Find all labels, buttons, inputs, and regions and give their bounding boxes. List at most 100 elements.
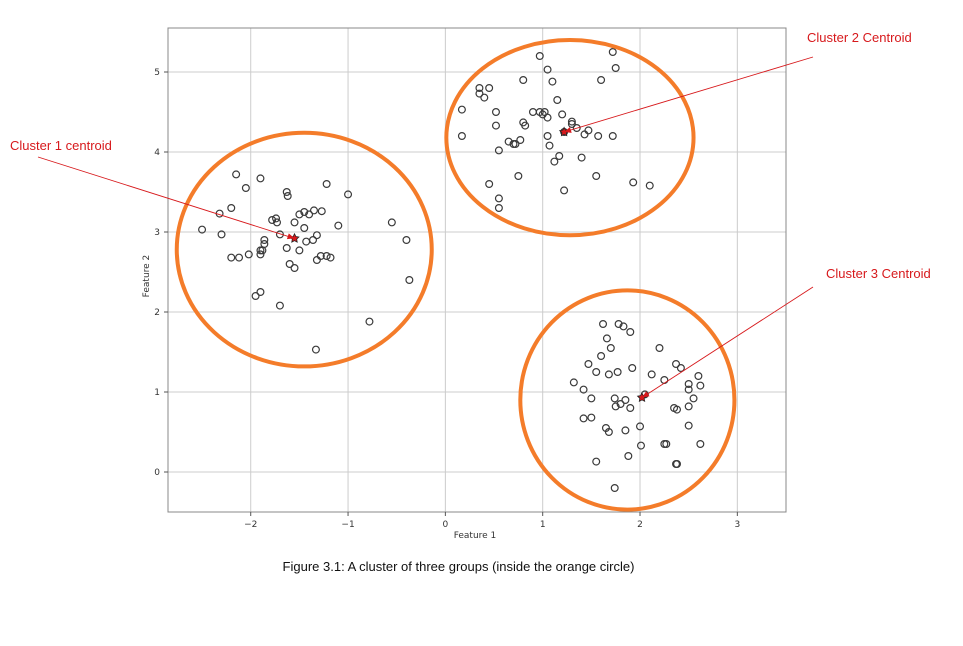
- data-point-cluster-2: [494, 146, 503, 155]
- y-tick-label: 1: [154, 388, 160, 398]
- data-point-cluster-1: [295, 246, 304, 255]
- data-point-cluster-2: [475, 89, 484, 98]
- cluster-circles: [174, 38, 737, 512]
- data-point-cluster-1: [311, 345, 320, 354]
- data-point-cluster-2: [491, 107, 500, 116]
- data-point-cluster-3: [660, 440, 669, 449]
- data-point-cluster-2: [494, 204, 503, 213]
- cluster-3-circle: [518, 288, 737, 512]
- data-point-cluster-2: [485, 180, 494, 189]
- data-point-cluster-1: [217, 230, 226, 239]
- data-point-cluster-2: [611, 63, 620, 72]
- data-point-cluster-1: [302, 237, 311, 246]
- data-point-cluster-1: [232, 170, 241, 179]
- data-point-cluster-1: [387, 218, 396, 227]
- data-point-cluster-1: [282, 244, 291, 253]
- data-point-cluster-2: [545, 141, 554, 150]
- data-point-cluster-2: [592, 172, 601, 181]
- data-point-cluster-3: [569, 378, 578, 387]
- data-point-cluster-1: [322, 252, 331, 261]
- data-point-cluster-2: [548, 77, 557, 86]
- data-point-cluster-2: [543, 65, 552, 74]
- data-point-cluster-1: [300, 208, 309, 217]
- y-tick-label: 4: [154, 148, 160, 158]
- data-point-cluster-1: [312, 256, 321, 265]
- data-point-cluster-1: [322, 180, 331, 189]
- data-point-cluster-3: [587, 394, 596, 403]
- y-axis-label: Feature 2: [142, 255, 152, 298]
- data-point-cluster-3: [610, 394, 619, 403]
- cluster-2-annotation-label: Cluster 2 Centroid: [807, 30, 912, 45]
- cluster-1-annotation-arrowhead: [286, 233, 295, 240]
- data-point-cluster-3: [579, 385, 588, 394]
- data-point-cluster-3: [579, 414, 588, 423]
- data-point-cluster-2: [457, 105, 466, 114]
- data-point-cluster-3: [684, 421, 693, 430]
- data-point-cluster-2: [577, 153, 586, 162]
- data-point-cluster-3: [684, 380, 693, 389]
- data-point-cluster-3: [614, 320, 623, 329]
- data-point-cluster-2: [543, 113, 552, 122]
- data-point-cluster-2: [516, 136, 525, 145]
- data-point-cluster-2: [521, 121, 530, 130]
- cluster-1-annotation-arrow: [37, 156, 295, 239]
- data-point-cluster-3: [660, 376, 669, 385]
- data-point-cluster-3: [610, 484, 619, 493]
- data-point-cluster-1: [300, 224, 309, 233]
- data-point-cluster-3: [624, 452, 633, 461]
- y-tick-label: 5: [154, 68, 160, 78]
- data-point-cluster-2: [567, 119, 576, 128]
- data-points: [198, 47, 705, 493]
- data-point-cluster-2: [560, 186, 569, 195]
- data-point-cluster-3: [604, 370, 613, 379]
- data-point-cluster-2: [558, 110, 567, 119]
- data-point-cluster-3: [647, 370, 656, 379]
- figure-caption: Figure 3.1: A cluster of three groups (i…: [282, 559, 635, 574]
- data-point-cluster-1: [290, 218, 299, 227]
- data-point-cluster-3: [628, 364, 637, 373]
- data-point-cluster-3: [626, 404, 635, 413]
- data-point-cluster-3: [696, 381, 705, 390]
- data-point-cluster-3: [587, 413, 596, 422]
- data-point-cluster-2: [504, 137, 513, 146]
- data-point-cluster-1: [198, 225, 207, 234]
- data-point-cluster-2: [535, 51, 544, 60]
- data-point-cluster-2: [597, 75, 606, 84]
- data-point-cluster-1: [285, 260, 294, 269]
- cluster-1-circle: [174, 130, 434, 369]
- data-point-cluster-3: [636, 441, 645, 450]
- data-point-cluster-1: [244, 250, 253, 259]
- data-point-cluster-3: [604, 428, 613, 437]
- data-point-cluster-3: [597, 352, 606, 361]
- data-point-cluster-1: [256, 174, 265, 183]
- data-point-cluster-2: [457, 132, 466, 141]
- data-point-cluster-3: [672, 460, 681, 469]
- data-point-cluster-3: [676, 364, 685, 373]
- x-tick-label: −1: [341, 520, 354, 530]
- data-point-cluster-1: [273, 218, 282, 227]
- data-point-cluster-2: [645, 181, 654, 190]
- data-point-cluster-1: [405, 276, 414, 285]
- data-point-cluster-1: [402, 236, 411, 245]
- data-point-cluster-3: [592, 457, 601, 466]
- data-point-cluster-3: [602, 334, 611, 343]
- data-point-cluster-3: [672, 405, 681, 414]
- data-point-cluster-1: [312, 231, 321, 240]
- data-point-cluster-3: [619, 322, 628, 331]
- data-point-cluster-2: [555, 152, 564, 161]
- y-tick-label: 2: [154, 308, 160, 318]
- x-tick-label: 3: [734, 520, 740, 530]
- data-point-cluster-2: [553, 95, 562, 104]
- data-point-cluster-2: [580, 130, 589, 139]
- x-tick-label: −2: [244, 520, 257, 530]
- cluster-1-annotation-label: Cluster 1 centroid: [10, 138, 112, 153]
- data-point-cluster-1: [256, 250, 265, 259]
- data-point-cluster-1: [365, 317, 374, 326]
- data-point-cluster-1: [272, 214, 281, 223]
- data-point-cluster-2: [543, 132, 552, 141]
- data-point-cluster-3: [696, 440, 705, 449]
- data-point-cluster-1: [295, 210, 304, 219]
- x-axis-label: Feature 1: [454, 531, 497, 541]
- data-point-cluster-2: [485, 83, 494, 92]
